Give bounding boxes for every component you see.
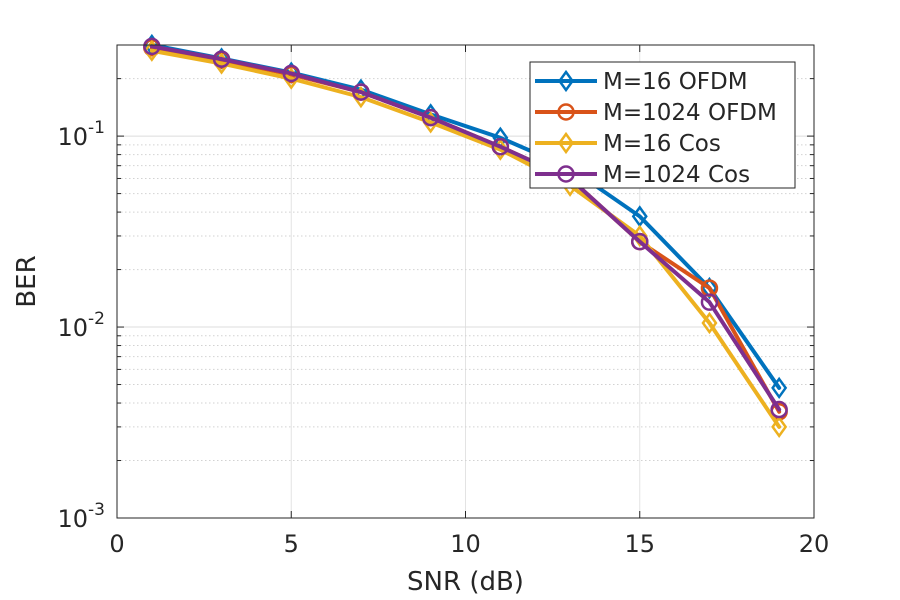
axis-ticks: 0 5 10 15 20 10-3 10-2 10-1 [58, 44, 830, 558]
legend-entry-1: M=16 OFDM [535, 69, 748, 95]
y-tick-label: 10-3 [58, 500, 106, 533]
data-point [771, 415, 788, 439]
y-tick-label: 10-1 [58, 118, 106, 151]
data-point [631, 224, 648, 248]
legend-label: M=16 Cos [603, 131, 721, 157]
legend-label: M=1024 Cos [603, 162, 750, 188]
data-point [143, 37, 161, 56]
x-tick-label: 5 [284, 530, 299, 558]
data-point [282, 64, 300, 83]
legend-entry-2: M=1024 OFDM [535, 100, 777, 126]
legend-swatch-marker [557, 69, 575, 93]
data-point [701, 311, 718, 335]
legend-label: M=1024 OFDM [603, 100, 777, 126]
series-line [149, 48, 782, 429]
legend-entry-4: M=1024 Cos [535, 162, 750, 188]
series-line [149, 44, 782, 412]
legend-entry-3: M=16 Cos [535, 131, 721, 157]
legend: M=16 OFDM M=1024 OFDM M=16 Cos M=1024 Cos [529, 61, 796, 189]
y-tick-label: 10-2 [58, 309, 106, 342]
x-tick-label: 15 [624, 530, 655, 558]
data-point [771, 376, 788, 400]
x-tick-label: 20 [799, 530, 830, 558]
legend-label: M=16 OFDM [603, 69, 748, 95]
data-point [700, 293, 719, 311]
x-tick-label: 0 [109, 530, 124, 558]
y-axis-label: BER [12, 255, 42, 307]
data-point [770, 400, 788, 419]
data-point [212, 50, 231, 68]
legend-swatch-marker [557, 103, 575, 121]
data-point [421, 108, 440, 127]
x-tick-label: 10 [450, 530, 481, 558]
data-point [631, 232, 649, 251]
data-point [352, 83, 370, 101]
data-point [491, 137, 510, 156]
legend-swatch-marker [557, 131, 575, 155]
legend-swatch-marker [557, 165, 575, 183]
x-axis-label: SNR (dB) [407, 567, 524, 597]
